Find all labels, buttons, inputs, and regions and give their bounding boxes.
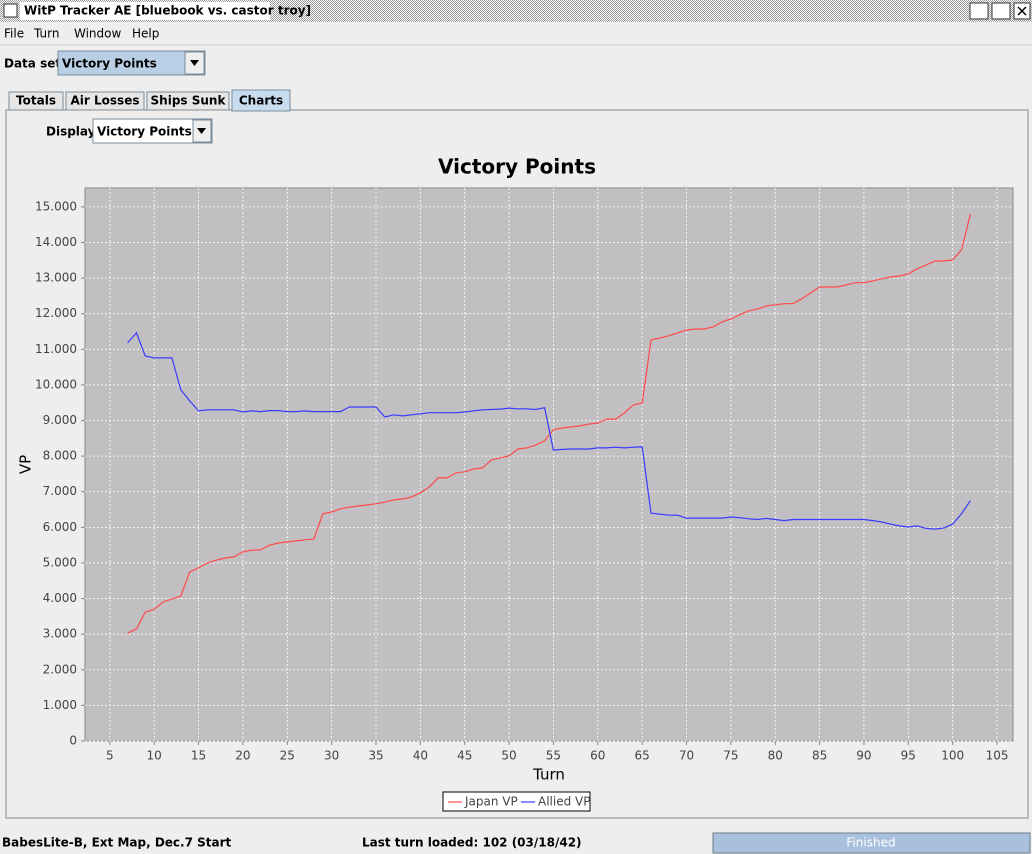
y-tick-label: 8.000 bbox=[43, 449, 77, 463]
menu-item[interactable]: File bbox=[4, 27, 24, 41]
y-tick-label: 12.000 bbox=[35, 306, 77, 320]
tab[interactable] bbox=[146, 91, 230, 111]
menu-item[interactable]: Help bbox=[132, 27, 159, 41]
y-tick-label: 11.000 bbox=[35, 342, 77, 356]
x-tick-label: 80 bbox=[768, 749, 783, 763]
tab-label: Charts bbox=[239, 94, 283, 108]
y-tick-label: 10.000 bbox=[35, 377, 77, 391]
x-tick-label: 105 bbox=[986, 749, 1009, 763]
tab[interactable] bbox=[65, 91, 145, 111]
menu-item[interactable]: Turn bbox=[33, 27, 59, 41]
x-axis-label: Turn bbox=[532, 766, 565, 784]
window-icon bbox=[3, 3, 18, 18]
x-tick-label: 55 bbox=[546, 749, 561, 763]
display-combo[interactable] bbox=[92, 118, 213, 144]
tab-label: Totals bbox=[16, 94, 56, 108]
combo-arrow bbox=[197, 128, 206, 134]
x-tick-label: 15 bbox=[191, 749, 206, 763]
y-tick-label: 4.000 bbox=[43, 591, 77, 605]
y-tick-label: 0 bbox=[69, 734, 77, 748]
x-tick-label: 45 bbox=[457, 749, 472, 763]
maximize-button[interactable] bbox=[991, 2, 1011, 20]
tab-label: Ships Sunk bbox=[151, 94, 227, 108]
legend-label: Japan VP bbox=[464, 795, 518, 809]
x-tick-label: 65 bbox=[635, 749, 650, 763]
tab-label: Air Losses bbox=[71, 94, 140, 108]
y-tick-label: 13.000 bbox=[35, 271, 77, 285]
series-line bbox=[127, 331, 971, 530]
x-tick-label: 25 bbox=[280, 749, 295, 763]
progress-text: Finished bbox=[846, 836, 895, 850]
y-axis-label: VP bbox=[17, 455, 35, 474]
display-value: Victory Points bbox=[97, 125, 192, 139]
x-tick-label: 85 bbox=[812, 749, 827, 763]
x-tick-label: 20 bbox=[235, 749, 250, 763]
close-glyph bbox=[1017, 6, 1027, 16]
x-tick-label: 35 bbox=[368, 749, 383, 763]
x-tick-label: 30 bbox=[324, 749, 339, 763]
x-tick-label: 10 bbox=[147, 749, 162, 763]
combo-arrow bbox=[190, 60, 199, 66]
menu-bar bbox=[0, 22, 1032, 45]
x-tick-label: 40 bbox=[413, 749, 428, 763]
status-center: Last turn loaded: 102 (03/18/42) bbox=[362, 836, 582, 850]
window-title: WitP Tracker AE [bluebook vs. castor tro… bbox=[24, 4, 311, 18]
dataset-combo[interactable] bbox=[57, 50, 206, 76]
y-tick-label: 1.000 bbox=[43, 698, 77, 712]
x-tick-label: 95 bbox=[901, 749, 916, 763]
x-tick-label: 50 bbox=[501, 749, 516, 763]
y-tick-label: 15.000 bbox=[35, 199, 77, 213]
x-tick-label: 60 bbox=[590, 749, 605, 763]
status-left: BabesLite-B, Ext Map, Dec.7 Start bbox=[2, 836, 232, 850]
y-tick-label: 3.000 bbox=[43, 627, 77, 641]
y-tick-label: 7.000 bbox=[43, 484, 77, 498]
chart-title: Victory Points bbox=[438, 155, 596, 179]
y-tick-label: 9.000 bbox=[43, 413, 77, 427]
menu-item[interactable]: Window bbox=[74, 27, 122, 41]
dataset-value: Victory Points bbox=[62, 57, 157, 71]
progress-bar bbox=[712, 832, 1031, 854]
legend-label: Allied VP bbox=[538, 795, 590, 809]
plot-area bbox=[84, 187, 1014, 742]
dataset-label: Data set: bbox=[4, 57, 66, 71]
x-tick-label: 100 bbox=[941, 749, 964, 763]
x-tick-label: 70 bbox=[679, 749, 694, 763]
y-tick-label: 6.000 bbox=[43, 520, 77, 534]
minimize-button[interactable] bbox=[969, 2, 989, 20]
tab[interactable] bbox=[8, 91, 64, 111]
series-line bbox=[127, 213, 971, 634]
x-tick-label: 5 bbox=[106, 749, 114, 763]
y-tick-label: 14.000 bbox=[35, 235, 77, 249]
x-tick-label: 90 bbox=[856, 749, 871, 763]
tab[interactable] bbox=[231, 89, 291, 112]
y-tick-label: 2.000 bbox=[43, 662, 77, 676]
legend bbox=[442, 791, 591, 812]
y-tick-label: 5.000 bbox=[43, 555, 77, 569]
x-tick-label: 75 bbox=[723, 749, 738, 763]
display-label: Display: bbox=[46, 125, 100, 139]
title-bg bbox=[20, 2, 270, 20]
